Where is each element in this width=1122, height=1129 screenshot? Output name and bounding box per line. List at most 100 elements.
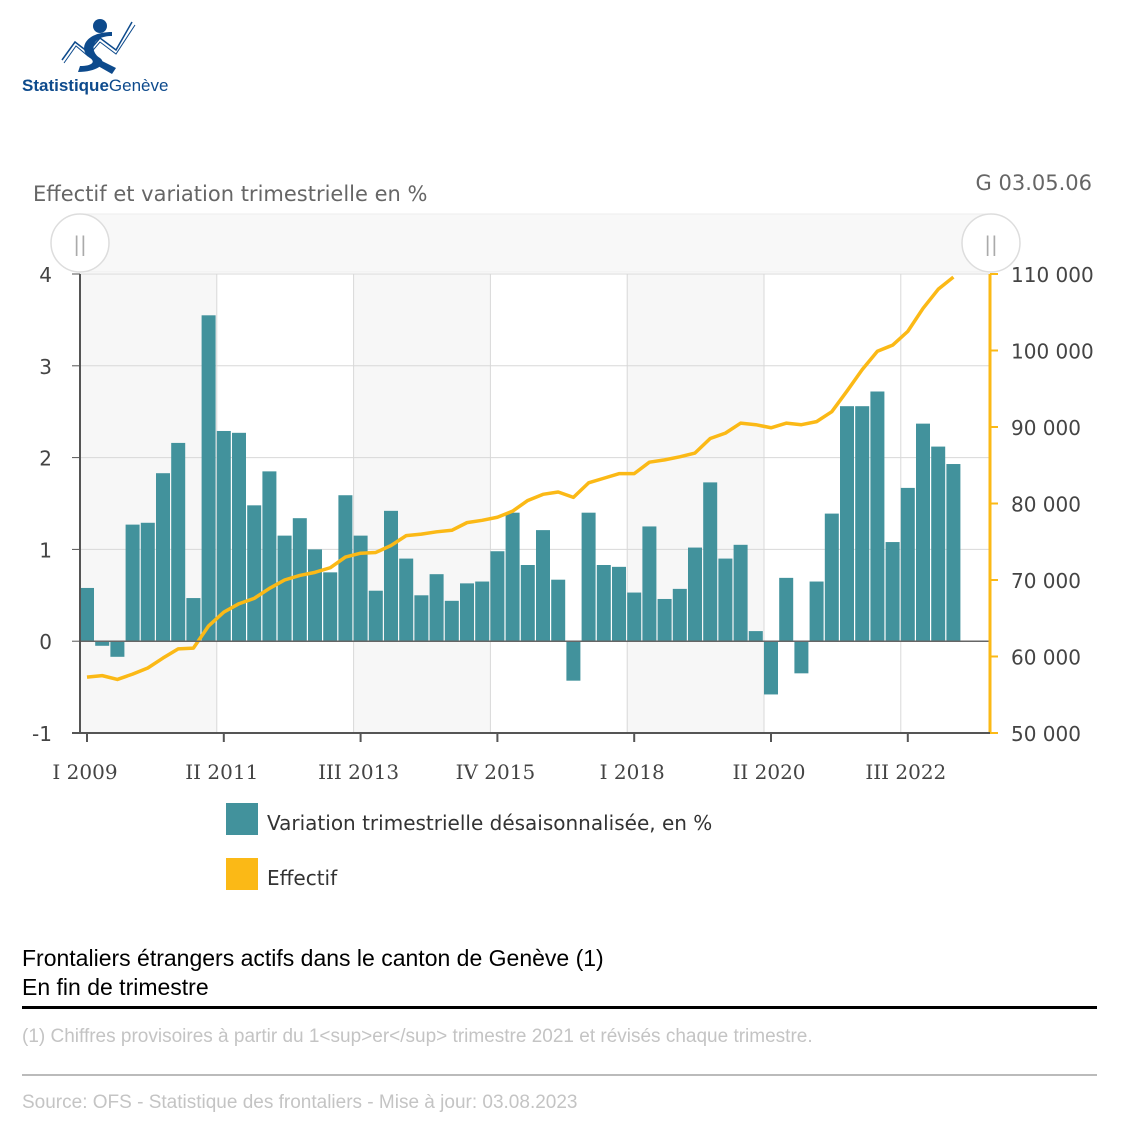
divider: [22, 1074, 1097, 1076]
bar[interactable]: [931, 446, 946, 642]
bar[interactable]: [80, 587, 94, 642]
bar[interactable]: [824, 513, 839, 642]
x-tick-label: I 2009: [52, 760, 117, 784]
bar[interactable]: [353, 535, 368, 642]
bar[interactable]: [657, 598, 672, 642]
bar[interactable]: [596, 565, 611, 642]
bar[interactable]: [612, 566, 626, 642]
bar[interactable]: [140, 522, 155, 642]
legend-item-bars[interactable]: Variation trimestrielle désaisonnalisée,…: [226, 803, 712, 835]
navigator-handle-left[interactable]: ||: [50, 213, 110, 273]
bar[interactable]: [946, 464, 961, 642]
bar[interactable]: [627, 592, 642, 642]
bar[interactable]: [186, 598, 201, 642]
x-tick-label: III 2013: [318, 760, 399, 784]
bar[interactable]: [95, 641, 110, 646]
bar[interactable]: [520, 565, 535, 642]
bar[interactable]: [384, 510, 398, 642]
y-left-tick-label: -1: [32, 722, 52, 746]
bar[interactable]: [338, 495, 353, 642]
bar[interactable]: [277, 535, 292, 642]
svg-text:||: ||: [984, 232, 997, 256]
bar[interactable]: [642, 526, 657, 642]
bar[interactable]: [262, 471, 277, 642]
bar[interactable]: [916, 423, 930, 642]
bar[interactable]: [809, 581, 824, 642]
footnote: (1) Chiffres provisoires à partir du 1<s…: [22, 1026, 813, 1047]
bar[interactable]: [703, 482, 718, 642]
bar[interactable]: [216, 430, 231, 642]
legend-label-line: Effectif: [267, 866, 338, 890]
source: Source: OFS - Statistique des frontalier…: [22, 1092, 578, 1113]
bar[interactable]: [429, 574, 444, 642]
bar[interactable]: [764, 641, 778, 695]
footer-title: Frontaliers étrangers actifs dans le can…: [22, 944, 604, 1002]
bar[interactable]: [748, 631, 763, 642]
y-left-tick-label: 4: [39, 263, 52, 287]
y-right-tick-label: 110 000: [1011, 263, 1094, 287]
legend-swatch-line: [226, 858, 258, 890]
statistique-geneve-logo: [61, 19, 136, 74]
y-right-tick-label: 100 000: [1011, 340, 1094, 364]
y-right-tick-label: 60 000: [1011, 646, 1081, 670]
y-right-tick-label: 90 000: [1011, 416, 1081, 440]
navigator-bar[interactable]: [79, 213, 991, 273]
svg-text:||: ||: [73, 232, 86, 256]
bar[interactable]: [247, 505, 262, 642]
legend-item-line[interactable]: Effectif: [226, 858, 338, 890]
y-right-tick-label: 70 000: [1011, 569, 1081, 593]
bar[interactable]: [505, 512, 520, 642]
bar[interactable]: [308, 549, 322, 642]
bar[interactable]: [444, 600, 459, 642]
bar[interactable]: [855, 406, 870, 642]
legend-label-bars: Variation trimestrielle désaisonnalisée,…: [267, 811, 712, 835]
bar[interactable]: [885, 542, 900, 642]
y-left-tick-label: 2: [39, 447, 52, 471]
bar[interactable]: [414, 595, 429, 642]
chart-title: Effectif et variation trimestrielle en %: [33, 182, 427, 206]
bar[interactable]: [900, 487, 915, 642]
legend-swatch-bars: [226, 803, 258, 835]
bar[interactable]: [581, 512, 596, 642]
bar[interactable]: [840, 406, 854, 642]
bar[interactable]: [460, 583, 474, 642]
bar[interactable]: [551, 579, 566, 642]
plot-band: [353, 274, 491, 733]
chart-code: G 03.05.06: [976, 171, 1092, 195]
title-line-2: En fin de trimestre: [22, 974, 209, 1000]
bar[interactable]: [368, 590, 383, 642]
bar[interactable]: [779, 577, 794, 642]
y-left-tick-label: 3: [39, 355, 52, 379]
bar[interactable]: [399, 558, 414, 642]
logo-text: StatistiqueGenève: [22, 76, 169, 95]
bar[interactable]: [490, 551, 505, 642]
title-line-1: Frontaliers étrangers actifs dans le can…: [22, 945, 604, 971]
y-left-tick-label: 1: [39, 538, 52, 562]
bar[interactable]: [201, 315, 216, 642]
bar[interactable]: [475, 581, 490, 642]
bar[interactable]: [232, 432, 246, 642]
bar[interactable]: [171, 442, 186, 642]
bar[interactable]: [536, 530, 550, 642]
bar[interactable]: [110, 641, 125, 657]
x-tick-label: I 2018: [600, 760, 665, 784]
bar[interactable]: [323, 572, 338, 642]
bar[interactable]: [688, 547, 702, 642]
navigator-handle-right[interactable]: ||: [961, 213, 1021, 273]
plot-band: [80, 274, 217, 733]
chart: Effectif et variation trimestrielle en %…: [32, 171, 1094, 890]
bar[interactable]: [125, 524, 140, 642]
x-tick-label: IV 2015: [456, 760, 536, 784]
bar[interactable]: [672, 588, 687, 642]
x-tick-label: III 2022: [865, 760, 946, 784]
bar[interactable]: [794, 641, 809, 674]
legend: Variation trimestrielle désaisonnalisée,…: [226, 803, 712, 890]
bar[interactable]: [292, 518, 307, 642]
bar[interactable]: [156, 473, 170, 642]
bar[interactable]: [566, 641, 581, 681]
bar[interactable]: [733, 544, 748, 642]
effectif-line[interactable]: [86, 275, 955, 682]
bar[interactable]: [718, 558, 733, 642]
x-tick-label: II 2020: [732, 760, 805, 784]
bar[interactable]: [870, 391, 885, 642]
